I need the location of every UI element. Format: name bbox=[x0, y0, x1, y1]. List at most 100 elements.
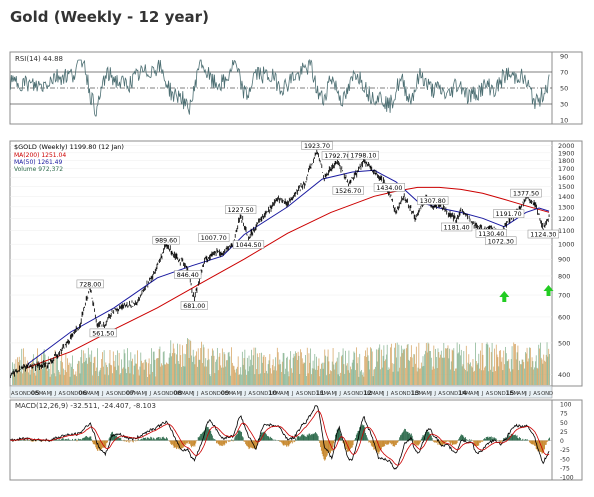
volume-bar bbox=[280, 364, 282, 385]
macd-histogram-bar bbox=[238, 430, 240, 441]
macd-histogram-bar bbox=[495, 438, 497, 441]
volume-bar bbox=[279, 359, 281, 385]
macd-histogram-bar bbox=[441, 440, 443, 447]
volume-bar bbox=[469, 364, 471, 385]
volume-bar bbox=[72, 368, 74, 385]
volume-bar bbox=[200, 347, 202, 385]
price-tick-label: 1600 bbox=[558, 174, 575, 182]
macd-histogram-bar bbox=[250, 440, 252, 448]
volume-bar bbox=[529, 347, 530, 385]
volume-bar bbox=[384, 361, 386, 385]
x-axis-month-label: A bbox=[517, 391, 521, 397]
volume-bar bbox=[519, 360, 520, 385]
volume-bar bbox=[490, 369, 491, 385]
volume-bar bbox=[299, 374, 301, 385]
x-axis-month-label: J bbox=[192, 391, 195, 397]
volume-bar bbox=[337, 374, 339, 385]
x-axis-month-label: J bbox=[291, 391, 294, 397]
macd-histogram-bar bbox=[236, 434, 237, 441]
volume-bar bbox=[482, 354, 484, 385]
volume-bar bbox=[37, 363, 39, 385]
volume-bar bbox=[465, 345, 467, 385]
volume-bar bbox=[503, 350, 505, 385]
macd-histogram-bar bbox=[185, 440, 187, 445]
volume-bar bbox=[182, 345, 183, 385]
volume-bar bbox=[370, 348, 372, 385]
x-axis-month-label: A bbox=[280, 391, 284, 397]
x-axis-month-label: M bbox=[513, 391, 518, 397]
macd-histogram-bar bbox=[435, 440, 436, 443]
volume-bar bbox=[286, 357, 287, 385]
annotation-label: 989.60 bbox=[155, 238, 177, 245]
macd-histogram-bar bbox=[395, 440, 397, 445]
x-axis-month-label: M bbox=[229, 391, 234, 397]
macd-histogram-bar bbox=[59, 439, 61, 441]
macd-histogram-bar bbox=[375, 440, 376, 451]
volume-bar bbox=[365, 350, 366, 385]
volume-bar bbox=[114, 366, 116, 385]
macd-histogram-bar bbox=[337, 428, 339, 441]
volume-bar bbox=[480, 370, 482, 385]
annotation-box bbox=[347, 150, 379, 160]
volume-bar bbox=[92, 362, 94, 385]
volume-bar bbox=[141, 360, 143, 385]
volume-bar bbox=[296, 353, 297, 385]
volume-bar bbox=[523, 362, 525, 385]
macd-histogram-bar bbox=[440, 440, 442, 446]
volume-bar bbox=[263, 355, 265, 385]
volume-bar bbox=[380, 369, 381, 385]
volume-bar bbox=[237, 356, 239, 385]
macd-histogram-bar bbox=[317, 436, 319, 441]
macd-histogram-bar bbox=[549, 437, 550, 441]
volume-bar bbox=[520, 364, 522, 385]
volume-bar bbox=[217, 370, 219, 385]
macd-histogram-bar bbox=[211, 433, 212, 441]
x-axis-month-label: F bbox=[272, 391, 275, 397]
annotation-box bbox=[493, 209, 525, 218]
macd-histogram-bar bbox=[81, 439, 83, 441]
volume-bar bbox=[122, 367, 124, 385]
volume-bar bbox=[409, 361, 411, 385]
x-axis-month-label: J bbox=[101, 391, 104, 397]
macd-histogram-bar bbox=[226, 440, 227, 444]
macd-histogram-bar bbox=[126, 440, 128, 442]
macd-histogram-bar bbox=[283, 440, 285, 446]
volume-bar bbox=[529, 347, 531, 385]
macd-histogram-bar bbox=[474, 440, 476, 446]
volume-bar bbox=[400, 345, 402, 385]
volume-bar bbox=[466, 371, 468, 385]
rsi-tick-label: 10 bbox=[560, 117, 568, 125]
macd-histogram-bar bbox=[465, 439, 467, 441]
volume-bar bbox=[444, 357, 446, 385]
macd-histogram-bar bbox=[150, 436, 152, 441]
x-axis-year-label: 15 bbox=[506, 390, 515, 397]
macd-histogram-bar bbox=[359, 427, 361, 441]
volume-bar bbox=[85, 360, 87, 385]
volume-bar bbox=[415, 363, 416, 385]
macd-histogram-bar bbox=[156, 437, 158, 441]
volume-bar bbox=[347, 370, 349, 385]
volume-bar bbox=[410, 356, 411, 385]
volume-bar bbox=[403, 350, 405, 385]
macd-histogram-bar bbox=[461, 434, 463, 441]
macd-histogram-bar bbox=[521, 439, 523, 441]
x-axis-month-label: M bbox=[134, 391, 139, 397]
macd-histogram-bar bbox=[295, 439, 297, 441]
macd-histogram-bar bbox=[191, 440, 192, 448]
macd-histogram-bar bbox=[201, 432, 203, 441]
macd-histogram-bar bbox=[425, 432, 426, 441]
macd-histogram-bar bbox=[296, 436, 298, 441]
volume-bar bbox=[140, 352, 142, 385]
macd-histogram-bar bbox=[143, 438, 145, 441]
macd-histogram-bar bbox=[458, 438, 460, 441]
volume-bar bbox=[112, 351, 114, 385]
macd-histogram-bar bbox=[251, 440, 253, 449]
macd-histogram-bar bbox=[57, 439, 59, 441]
macd-histogram-bar bbox=[526, 439, 528, 441]
macd-histogram-bar bbox=[485, 436, 487, 441]
macd-histogram-bar bbox=[548, 438, 550, 441]
annotation-box bbox=[225, 205, 257, 214]
macd-histogram-bar bbox=[410, 433, 412, 441]
volume-bar bbox=[165, 364, 167, 385]
rsi-tick-label: 50 bbox=[560, 85, 568, 93]
